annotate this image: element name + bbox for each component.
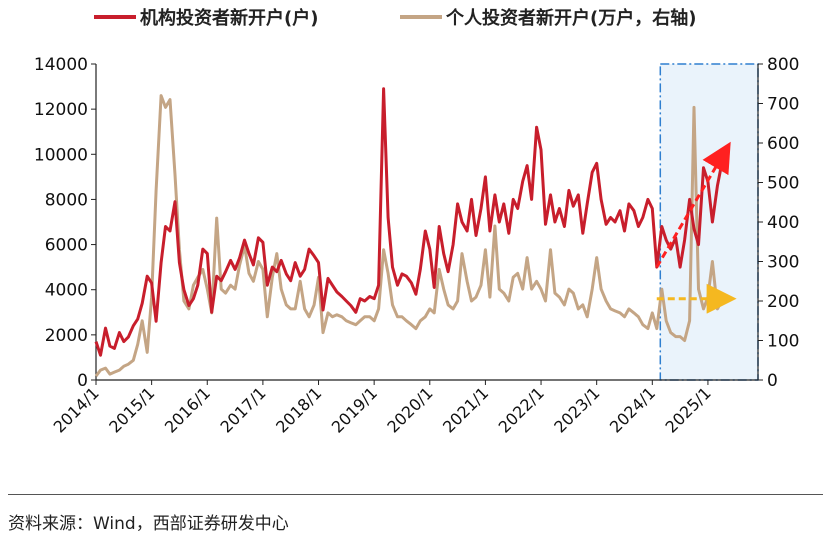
right-tick-label: 200 [767,292,799,312]
left-tick-label: 0 [77,371,88,391]
right-tick-label: 500 [767,174,799,194]
x-tick-label: 2025/1 [662,383,715,436]
series-line-institutional [94,87,724,357]
x-tick-label: 2020/1 [383,383,436,436]
right-tick-label: 700 [767,95,799,115]
source-note: 资料来源：Wind，西部证券研发中心 [8,514,289,534]
x-tick-label: 2024/1 [606,383,659,436]
right-tick-label: 100 [767,332,799,352]
x-tick-label: 2022/1 [495,383,548,436]
highlight-region-2024-2025 [659,63,759,381]
right-tick-label: 300 [767,253,799,273]
left-tick-label: 8000 [45,190,88,210]
left-tick-label: 6000 [45,236,88,256]
x-tick-label: 2023/1 [550,383,603,436]
right-tick-label: 0 [767,371,778,391]
right-tick-label: 800 [767,55,799,75]
legend-label-institutional: 机构投资者新开户(户) [140,7,318,29]
series-layer [94,87,724,377]
legend: 机构投资者新开户(户) 个人投资者新开户(万户，右轴) [94,7,696,29]
x-tick-label: 2018/1 [272,383,325,436]
left-tick-label: 10000 [34,145,88,165]
red-trend-arrow [655,141,731,268]
right-tick-label: 400 [767,213,799,233]
x-tick-label: 2019/1 [328,383,381,436]
left-tick-label: 12000 [34,100,88,120]
x-tick-label: 2016/1 [161,383,214,436]
left-tick-label: 14000 [34,55,88,75]
x-tick-label: 2015/1 [105,383,158,436]
series-line-individual [94,94,724,377]
source-divider [8,494,823,495]
left-tick-label: 4000 [45,281,88,301]
trend-arrows [655,141,737,314]
x-tick-label: 2021/1 [439,383,492,436]
x-tick-label: 2017/1 [216,383,269,436]
legend-label-individual: 个人投资者新开户(万户，右轴) [445,7,696,29]
left-tick-label: 2000 [45,326,88,346]
right-tick-label: 600 [767,134,799,154]
x-tick-label: 2014/1 [50,383,103,436]
